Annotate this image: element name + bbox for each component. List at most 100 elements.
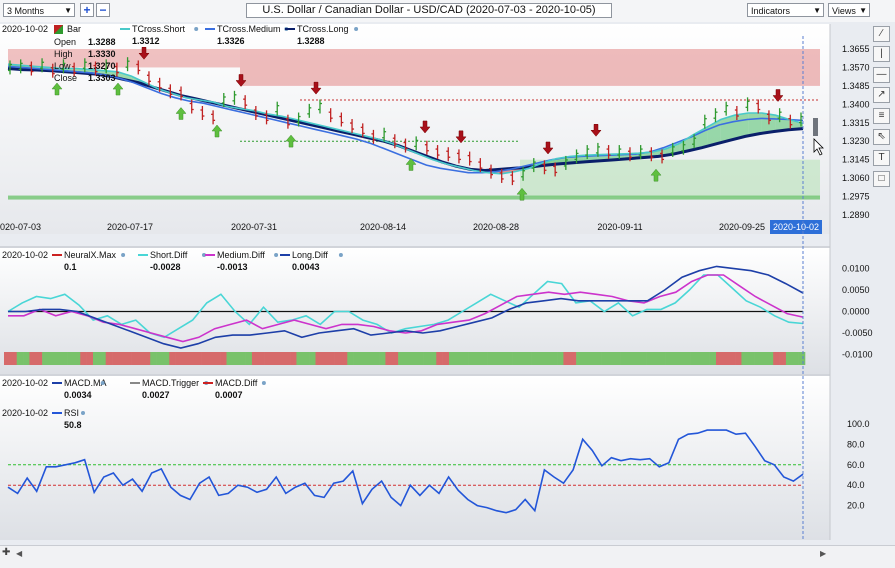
price-axis-tick: 1.3485 [842, 81, 870, 91]
rsi-axis-tick: 100.0 [847, 419, 870, 429]
neural-signal-block [347, 352, 354, 365]
neural-signal-block [646, 352, 653, 365]
price-scroll-thumb[interactable] [813, 118, 818, 136]
buy-arrow-icon [516, 187, 528, 201]
close-value: 1.3303 [88, 73, 116, 83]
add-panel-icon[interactable]: ✚ [2, 547, 11, 558]
vertical-line-tool[interactable]: | [873, 46, 890, 62]
neural-signal-block [118, 352, 126, 365]
neural-signal-block [735, 352, 742, 365]
settings-dot-icon[interactable] [354, 27, 359, 31]
scroll-right-icon[interactable]: ▶ [820, 549, 827, 558]
period-select-value: 3 Months [7, 6, 45, 16]
rsi-legend-name: RSI [64, 408, 79, 418]
high-label: High [54, 49, 73, 59]
neural-signal-block [251, 352, 259, 365]
buy-arrow-icon [51, 82, 63, 96]
neural-signal-block [54, 352, 62, 365]
neural-signal-block [576, 352, 583, 365]
settings-dot-icon[interactable] [338, 253, 343, 257]
neural-signal-block [182, 352, 189, 365]
resistance-zone [240, 49, 820, 86]
scroll-left-icon[interactable]: ◀ [16, 549, 23, 558]
settings-dot-icon[interactable] [100, 381, 105, 385]
period-select[interactable]: 3 Months ▼ [3, 3, 75, 17]
text-tool[interactable]: T [873, 150, 890, 166]
neural-signal-block [538, 352, 545, 365]
indicators-label: Indicators [751, 6, 791, 16]
neural-signal-block [385, 352, 393, 365]
neural-axis-tick: -0.0100 [842, 349, 873, 359]
buy-arrow-icon [285, 134, 297, 148]
settings-dot-icon[interactable] [274, 253, 279, 257]
rsi-axis-tick: 60.0 [847, 460, 865, 470]
date-axis-tick: 2020-09-11 [597, 222, 642, 232]
neural-signal-block [232, 352, 240, 365]
mouse-cursor-icon [813, 138, 824, 156]
macd-legend-name: MACD.MA [64, 378, 107, 388]
neural-signal-block [690, 352, 698, 365]
neural-signal-block [468, 352, 475, 365]
neural-signal-block [99, 352, 107, 365]
channel-tool[interactable]: ⇖ [873, 129, 890, 145]
settings-dot-icon[interactable] [81, 411, 85, 415]
date-axis-tick: 2020-07-31 [231, 222, 277, 232]
neural-signal-block [302, 352, 310, 365]
price-axis-tick: 1.2890 [842, 210, 870, 220]
settings-dot-icon[interactable] [121, 253, 126, 257]
date-axis-tick: 2020-07-17 [107, 222, 153, 232]
price-legend-value: 1.3288 [297, 36, 325, 46]
comment-icon[interactable]: □ [873, 171, 890, 187]
settings-dot-icon[interactable] [261, 381, 266, 385]
price-axis-tick: 1.3400 [842, 99, 870, 109]
neural-signal-block [703, 352, 710, 365]
bar-legend-label: Bar [67, 24, 81, 34]
neural-signal-block [372, 352, 380, 365]
price-axis-tick: 1.3145 [842, 155, 870, 165]
rsi-line [7, 429, 804, 514]
neural-signal-block [557, 352, 564, 365]
neural-signal-block [169, 352, 176, 365]
buy-arrow-icon [650, 168, 662, 182]
price-legend-name: TCross.Long [297, 24, 349, 34]
sell-arrow-icon [590, 124, 602, 137]
indicators-dropdown[interactable]: Indicators ▼ [747, 3, 824, 17]
neural-signal-block [487, 352, 494, 365]
neural-signal-block [741, 352, 749, 365]
low-label: Low [54, 61, 71, 71]
neural-signal-block [417, 352, 424, 365]
neural-axis-tick: 0.0100 [842, 264, 870, 274]
rsi-chart: 2020-10-02 MACD.MA 0.0034 MACD.Trigger 0.002… [2, 378, 870, 514]
neural-signal-block [442, 352, 450, 365]
buy-arrow-icon [112, 82, 124, 96]
neural-signal-block [112, 352, 119, 365]
views-dropdown[interactable]: Views ▼ [828, 3, 870, 17]
neural-signal-block [506, 352, 513, 365]
neural-legend-name: NeuralX.Max [64, 250, 117, 260]
tcross-fill [117, 71, 132, 82]
neural-signal-block [93, 352, 100, 365]
neural-signal-block [652, 352, 660, 365]
zoom-in-button[interactable]: + [80, 3, 94, 17]
neural-legend-name: Medium.Diff [217, 250, 265, 260]
chart-canvas[interactable]: 1.3655 1.3570 1.3485 1.3400 1.3315 1.3230 1.31… [0, 22, 895, 545]
ray-tool[interactable]: ↗ [873, 87, 890, 103]
date-axis-tick: 2020-07-03 [0, 222, 41, 232]
neural-signal-block [353, 352, 361, 365]
open-label: Open [54, 37, 76, 47]
neural-signal-block [544, 352, 552, 365]
settings-dot-icon[interactable] [194, 27, 199, 31]
neural-signal-block [213, 352, 221, 365]
neural-signal-block [525, 352, 532, 365]
fib-tool[interactable]: ≡ [873, 108, 890, 124]
neural-signal-block [156, 352, 164, 365]
rsi-axis-tick: 80.0 [847, 439, 865, 449]
horizontal-line-tool[interactable]: — [873, 67, 890, 83]
zoom-out-button[interactable]: − [96, 3, 110, 17]
neural-series-line [7, 274, 804, 339]
neural-signal-block [283, 352, 291, 365]
price-axis-tick: 1.3655 [842, 44, 870, 54]
draw-line-tool[interactable]: ∕ [873, 26, 890, 42]
current-date-badge [770, 220, 822, 234]
neural-signal-block [16, 352, 24, 365]
